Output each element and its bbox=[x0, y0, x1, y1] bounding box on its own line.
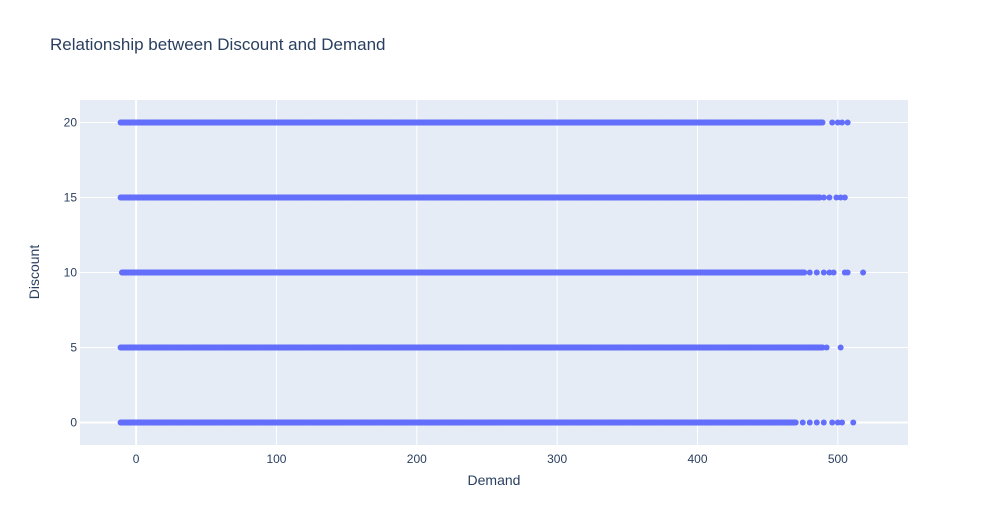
x-axis-title: Demand bbox=[468, 472, 521, 488]
x-tick-label: 100 bbox=[266, 452, 286, 466]
data-point bbox=[841, 194, 848, 201]
y-tick-label: 0 bbox=[70, 416, 77, 430]
data-point bbox=[820, 419, 827, 426]
x-tick-label: 500 bbox=[828, 452, 848, 466]
data-point bbox=[837, 194, 844, 201]
data-point bbox=[834, 419, 841, 426]
data-point bbox=[834, 119, 841, 126]
data-point bbox=[826, 194, 833, 201]
data-point bbox=[830, 269, 837, 276]
y-tick-label: 10 bbox=[64, 266, 78, 280]
data-point bbox=[816, 194, 823, 201]
y-tick-label: 5 bbox=[70, 341, 77, 355]
data-point bbox=[837, 344, 844, 351]
y-tick-label: 20 bbox=[64, 116, 78, 130]
y-tick-label: 15 bbox=[64, 191, 78, 205]
data-point bbox=[806, 269, 813, 276]
data-point bbox=[829, 119, 836, 126]
data-point bbox=[813, 419, 820, 426]
data-point bbox=[820, 269, 827, 276]
x-tick-label: 400 bbox=[687, 452, 707, 466]
data-point bbox=[820, 194, 827, 201]
y-axis-title: Discount bbox=[26, 245, 42, 300]
data-point bbox=[806, 419, 813, 426]
data-point bbox=[844, 269, 851, 276]
data-points bbox=[117, 119, 867, 426]
axis-ticks: 0 100 200 300 400 500 0 5 10 15 20 bbox=[64, 116, 849, 467]
data-point bbox=[823, 344, 830, 351]
data-point bbox=[850, 419, 857, 426]
data-point bbox=[839, 419, 846, 426]
data-point bbox=[801, 269, 808, 276]
x-tick-label: 200 bbox=[407, 452, 427, 466]
data-point bbox=[860, 269, 867, 276]
data-point bbox=[826, 269, 833, 276]
chart-title: Relationship between Discount and Demand bbox=[50, 35, 385, 54]
data-point bbox=[833, 194, 840, 201]
data-point bbox=[844, 119, 851, 126]
data-point bbox=[791, 419, 798, 426]
x-tick-label: 0 bbox=[133, 452, 140, 466]
data-point bbox=[839, 119, 846, 126]
x-tick-label: 300 bbox=[547, 452, 567, 466]
data-point bbox=[819, 344, 826, 351]
data-point bbox=[819, 119, 826, 126]
data-point bbox=[799, 419, 806, 426]
data-point bbox=[829, 419, 836, 426]
data-point bbox=[813, 269, 820, 276]
